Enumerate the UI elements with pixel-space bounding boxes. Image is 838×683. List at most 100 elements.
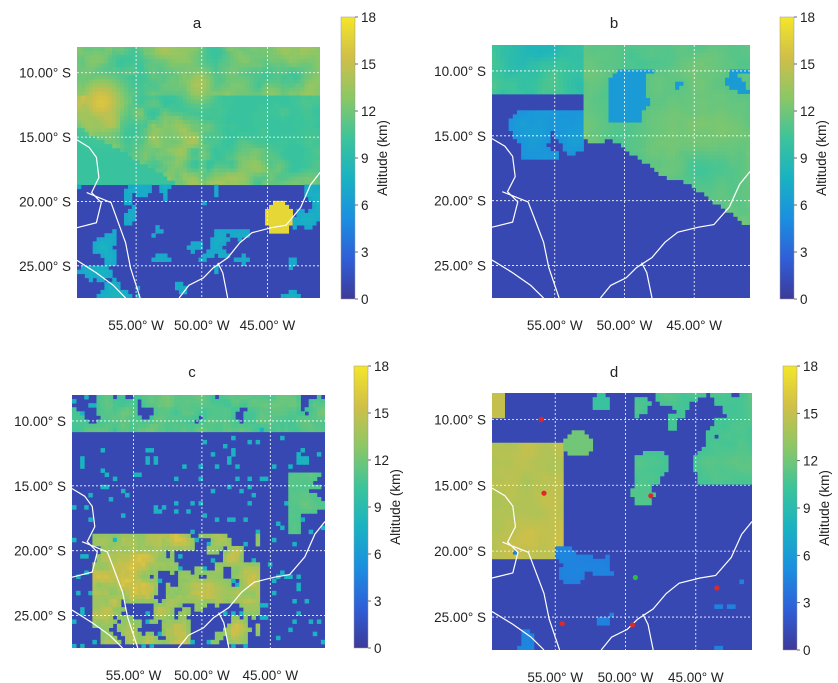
altitude-cell bbox=[88, 71, 94, 76]
altitude-cell bbox=[171, 79, 176, 84]
altitude-cell bbox=[77, 91, 82, 96]
altitude-cell bbox=[308, 411, 314, 416]
altitude-cell bbox=[633, 49, 639, 54]
altitude-cell bbox=[92, 533, 97, 539]
altitude-cell bbox=[153, 427, 159, 433]
altitude-cell bbox=[108, 419, 114, 424]
altitude-cell bbox=[288, 492, 293, 498]
altitude-cell bbox=[178, 119, 184, 125]
altitude-cell bbox=[641, 49, 647, 54]
altitude-cell bbox=[104, 411, 110, 416]
altitude-cell bbox=[182, 95, 188, 101]
altitude-cell bbox=[695, 130, 701, 136]
altitude-cell bbox=[675, 126, 680, 132]
altitude-cell bbox=[163, 176, 168, 181]
altitude-cell bbox=[247, 407, 252, 412]
altitude-cell bbox=[145, 399, 150, 404]
altitude-cell bbox=[320, 423, 325, 429]
altitude-cell bbox=[245, 233, 250, 238]
altitude-cell bbox=[641, 130, 647, 136]
altitude-cell bbox=[159, 123, 164, 129]
altitude-cell bbox=[579, 69, 584, 74]
altitude-cell bbox=[272, 79, 278, 84]
altitude-cell bbox=[88, 160, 94, 165]
altitude-cell bbox=[214, 184, 219, 190]
altitude-cell bbox=[257, 67, 262, 72]
altitude-cell bbox=[229, 99, 235, 105]
altitude-cell bbox=[566, 138, 572, 144]
altitude-cell bbox=[641, 102, 647, 107]
altitude-cell bbox=[227, 537, 232, 543]
altitude-cell bbox=[691, 57, 697, 62]
altitude-cell bbox=[84, 273, 90, 279]
altitude-cell bbox=[720, 159, 726, 164]
altitude-cell bbox=[679, 163, 684, 168]
altitude-cell bbox=[100, 55, 105, 60]
altitude-cell bbox=[104, 67, 109, 72]
altitude-cell bbox=[174, 136, 180, 141]
altitude-cell bbox=[566, 126, 572, 132]
altitude-cell bbox=[167, 160, 172, 165]
altitude-cell bbox=[666, 118, 672, 123]
altitude-cell bbox=[182, 47, 188, 52]
altitude-cell bbox=[304, 497, 310, 502]
altitude-cell bbox=[316, 200, 320, 206]
altitude-cell bbox=[546, 73, 551, 79]
altitude-cell bbox=[186, 51, 192, 56]
altitude-cell bbox=[745, 110, 750, 115]
altitude-cell bbox=[308, 95, 313, 101]
altitude-cell bbox=[120, 399, 126, 404]
altitude-cell bbox=[174, 132, 180, 137]
altitude-cell bbox=[541, 126, 547, 132]
altitude-cell bbox=[96, 237, 101, 242]
altitude-cell bbox=[194, 172, 199, 177]
altitude-cell bbox=[178, 156, 184, 161]
altitude-cell bbox=[186, 59, 192, 64]
altitude-cell bbox=[108, 75, 113, 80]
altitude-cell bbox=[80, 103, 86, 109]
altitude-cell bbox=[550, 122, 555, 128]
altitude-cell bbox=[235, 427, 240, 433]
altitude-cell bbox=[120, 55, 125, 60]
altitude-cell bbox=[554, 110, 559, 115]
coastline bbox=[178, 172, 320, 298]
altitude-cell bbox=[269, 71, 274, 76]
altitude-cell bbox=[222, 541, 228, 547]
altitude-cell bbox=[151, 160, 156, 165]
altitude-cell bbox=[733, 167, 738, 172]
altitude-cell bbox=[249, 156, 254, 161]
altitude-cell bbox=[178, 103, 184, 109]
altitude-cell bbox=[654, 155, 659, 160]
altitude-cell bbox=[575, 57, 580, 62]
altitude-cell bbox=[296, 423, 301, 429]
altitude-cell bbox=[312, 47, 317, 52]
altitude-cell bbox=[139, 79, 145, 84]
altitude-cell bbox=[637, 134, 643, 140]
altitude-cell bbox=[571, 65, 576, 70]
altitude-cell bbox=[284, 411, 289, 416]
altitude-cell bbox=[612, 57, 618, 62]
altitude-cell bbox=[546, 65, 551, 70]
altitude-cell bbox=[141, 399, 146, 404]
altitude-cell bbox=[525, 49, 530, 54]
altitude-cell bbox=[304, 132, 309, 137]
altitude-cell bbox=[280, 419, 285, 424]
altitude-cell bbox=[210, 127, 215, 133]
altitude-cell bbox=[210, 537, 216, 543]
altitude-cell bbox=[704, 77, 709, 83]
altitude-cell bbox=[737, 159, 743, 164]
altitude-cell bbox=[292, 484, 297, 490]
altitude-cell bbox=[637, 93, 643, 99]
altitude-cell bbox=[508, 49, 514, 54]
altitude-cell bbox=[537, 114, 543, 119]
altitude-cell bbox=[206, 55, 211, 60]
altitude-cell bbox=[198, 176, 203, 181]
altitude-cell bbox=[80, 427, 85, 433]
altitude-cell bbox=[654, 122, 659, 128]
altitude-cell bbox=[174, 407, 179, 412]
altitude-cell bbox=[675, 175, 680, 181]
altitude-cell bbox=[575, 122, 580, 128]
altitude-cell bbox=[683, 102, 688, 107]
altitude-cell bbox=[645, 93, 651, 99]
altitude-cell bbox=[296, 99, 301, 105]
